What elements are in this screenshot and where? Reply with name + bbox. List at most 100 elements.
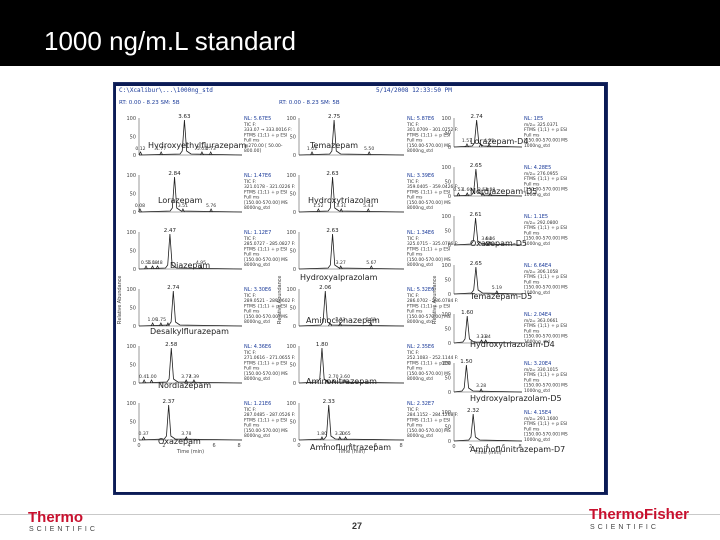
slide-title: 1000 ng/m.L standard [44,26,296,56]
y-tick-label: 50 [445,278,451,284]
peak-rt-label: 2.37 [163,399,176,405]
y-tick-label: 0 [448,194,451,200]
y-tick-label: 0 [133,210,136,216]
chromatogram-trace [453,315,523,344]
side-peak-label: 5.19 [492,285,502,291]
side-peak-label: 1.08 [147,260,157,266]
side-peak-label: 2.70 [328,374,338,380]
trace-info: [150.00-570.00] MS [407,143,451,149]
x-axis-label: Time (min) [337,449,365,455]
y-tick-label: 50 [445,425,451,431]
trace-info: 8000ng_std [244,262,270,268]
compound-label: Oxazepam [158,437,201,446]
x-tick-label: 4 [187,443,190,449]
trace-info: [150.00-570.00] MS [524,138,568,144]
trace-info: Full ms [244,252,260,258]
compound-label: Temazepam-D5 [470,292,533,301]
side-peak-label: 0.56 [141,260,151,266]
trace-info: FTMS {1;1} + p ESI [407,189,450,195]
x-tick-label: 0 [452,444,455,450]
trace-info: TIC F: [406,179,419,185]
trace-info: [150.00-570.00] MS [524,383,568,389]
trace-info: [150.00-570.00] MS [244,257,288,263]
trace-info: 1000ng_std [524,388,550,394]
y-tick-label: 100 [286,116,296,122]
trace-info: Full ms [524,328,540,334]
nl-label: NL: 1.12E7 [244,230,271,236]
screenshot-header: C:\Xcalibur\...\1000ng_std 5/14/2008 12:… [116,86,604,96]
x-tick-label: 2 [323,443,326,449]
side-peak-label: 1.60 [462,187,472,193]
trace-info: Full ms [407,138,423,144]
x-tick-label: 4 [485,444,488,450]
thermo-logo-sub: SCIENTIFIC [29,526,98,533]
y-tick-label: 100 [441,263,451,269]
trace-info: TIC F: [406,350,419,356]
x-tick-label: 6 [374,443,377,449]
chromatogram-trace [298,290,405,327]
trace-info: m/z= 330.1015 [524,367,558,373]
peak-rt-label: 2.33 [323,399,336,405]
trace-info: FTMS {1;1} + p ESI [244,303,287,309]
nl-label: NL: 4.28E5 [524,165,551,171]
trace-info: 8000ng_std [244,205,270,211]
trace-info: FTMS {1;1} + p ESI [407,246,450,252]
trace-info: 301.0709 - 301.0752 F: [407,127,458,133]
trace-info: TIC F: [243,179,256,185]
chromatogram-trace [138,404,243,441]
chromatogram-trace [138,233,243,270]
trace-info: Full ms [407,252,423,258]
peak-rt-label: 2.84 [168,171,181,177]
rt-header: RT: 0.00 - 8.23 SM: 5B [279,100,340,106]
trace-info: 1000ng_std [524,143,550,149]
trace-info: TIC F: [406,236,419,242]
chromatogram-trace [453,364,523,393]
peak-rt-label: 1.50 [460,359,473,365]
y-tick-label: 0 [448,145,451,151]
compound-label: Aminoflunitrazepam [310,443,392,452]
compound-label: Nordiazepam [158,381,212,390]
side-peak-label: 3.33 [476,334,486,340]
chromatogram-trace [298,119,405,156]
y-tick-label: 50 [290,249,296,255]
y-tick-label: 0 [448,292,451,298]
compound-label: Nordiazepam-D5 [470,187,538,196]
side-peak-label: 0.53 [453,187,463,193]
y-tick-label: 50 [130,135,136,141]
y-tick-label: 100 [441,165,451,171]
y-tick-label: 50 [445,327,451,333]
y-tick-label: 100 [441,410,451,416]
trace-info: Full ms [244,195,260,201]
rt-header: RT: 0.00 - 8.23 SM: 5B [119,100,180,106]
date-label: 5/14/2008 12:33:50 PM [376,87,452,94]
y-tick-label: 100 [126,173,136,179]
trace-info: 333.07 → 333.0016 F: [244,127,292,133]
trace-info: [150.00-570.00] MS [407,314,451,320]
chromatogram-trace [298,233,405,270]
y-tick-label: 0 [133,381,136,387]
y-axis-label: Relative Abundance [432,276,438,325]
x-tick-label: 2 [162,443,165,449]
side-peak-label: 1.48 [152,260,162,266]
nl-label: NL: 1.47E6 [244,173,271,179]
trace-info: [150.00-570.00] MS [524,334,568,340]
trace-info: Full ms [524,426,540,432]
side-peak-label: 3.94 [481,236,491,242]
chromatogram-trace [298,404,405,441]
y-tick-label: 50 [130,249,136,255]
trace-info: FTMS {1;1} + p ESI [407,417,450,423]
trace-info: FTMS {1;1} + p ESI [244,246,287,252]
trace-info: TIC F: [406,293,419,299]
trace-info: TIC F: [243,122,256,128]
y-tick-label: 0 [293,210,296,216]
side-peak-label: 4.95 [196,260,206,266]
trace-info: @270.00 [ 50.00- [244,143,283,149]
title-bar: 1000 ng/m.L standard [0,0,720,66]
peak-rt-label: 2.61 [469,212,481,218]
compound-label: Lorazepam-D4 [470,137,529,146]
trace-info: [150.00-570.00] MS [524,187,568,193]
compound-label: Aminonitrazepam [306,377,377,386]
trace-info: 1000ng_std [524,339,550,345]
side-peak-label: 1.02 [307,146,317,152]
nl-label: NL: 5.87E6 [407,116,434,122]
